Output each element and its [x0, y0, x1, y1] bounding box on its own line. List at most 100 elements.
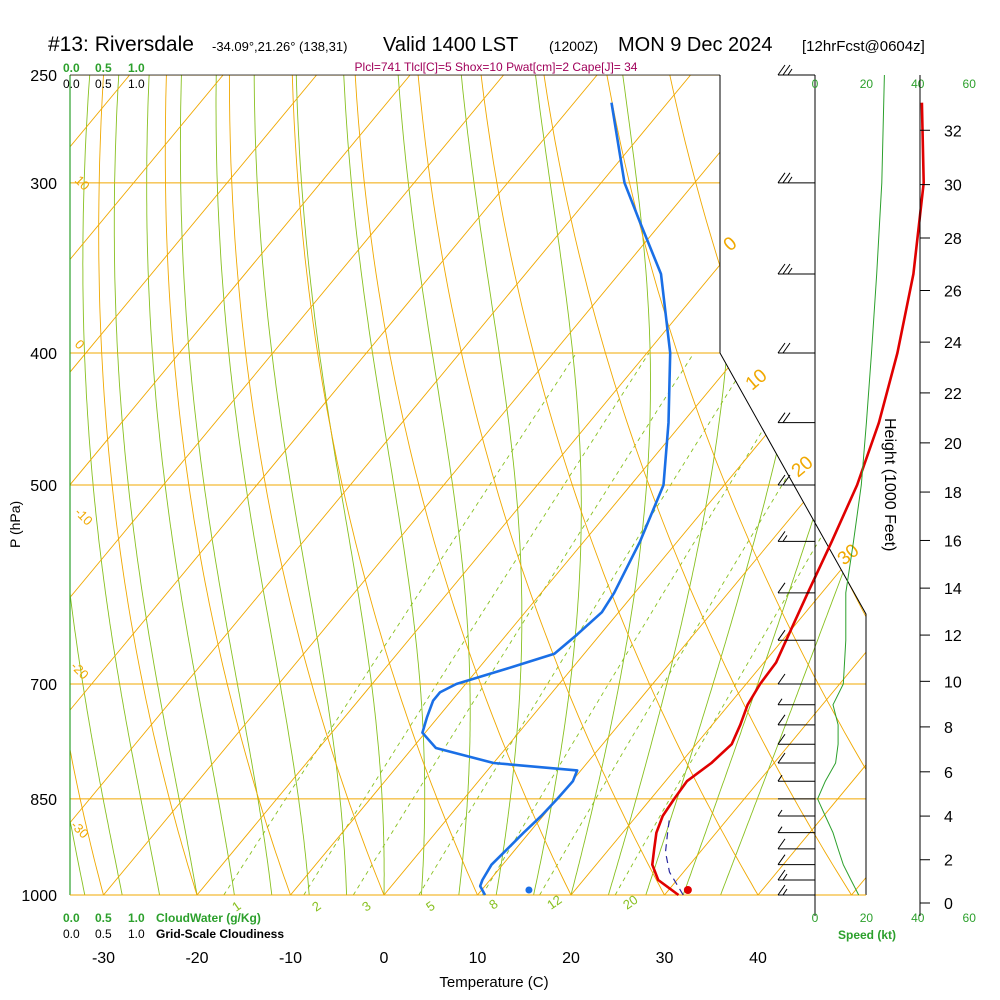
wind-barb — [777, 531, 815, 542]
wind-barb-feather — [777, 752, 786, 764]
pressure-tick-label: 250 — [30, 68, 57, 85]
wind-barb-feather — [777, 673, 786, 685]
height-tick-label: 4 — [944, 809, 953, 826]
dry-adiabat-label: 0 — [72, 337, 88, 353]
moist-adiabat-line — [179, 75, 273, 895]
wind-barb-feather — [777, 869, 786, 881]
wind-barb — [777, 673, 815, 685]
forecast-info: [12hrFcst@0604z] — [802, 38, 925, 55]
wind-barb-feather — [777, 531, 786, 542]
wind-barb — [777, 263, 815, 275]
moist-adiabat-label: 20 — [788, 452, 818, 482]
valid-time: Valid 1400 LST — [383, 34, 518, 56]
temperature-tick-label: 0 — [380, 950, 389, 967]
mixing-ratio-line — [352, 352, 695, 895]
wind-barb — [777, 838, 815, 850]
height-axis-label: Height (1000 Feet) — [881, 418, 898, 551]
moist-adiabat-line — [720, 75, 866, 895]
mixing-ratio-label: 20 — [620, 892, 640, 913]
temperature-tick-labels: -30 -20 -10 0 10 20 30 40 — [92, 950, 767, 967]
surface-temperature-marker — [683, 886, 692, 894]
wind-barb-feather — [777, 629, 786, 641]
wind-barb-feather — [777, 172, 786, 184]
isotherm-line — [664, 75, 866, 895]
dry-adiabat-line — [850, 75, 866, 895]
dry-adiabat-label: -10 — [72, 505, 96, 529]
cloudiness-label: Grid-Scale Cloudiness — [156, 927, 284, 941]
dry-adiabat-line — [415, 75, 681, 895]
wind-barb-feather — [782, 64, 791, 76]
moist-adiabats — [70, 75, 866, 895]
mixing-ratio-label: 5 — [423, 898, 438, 914]
height-tick-label: 28 — [944, 231, 962, 248]
speed-tick-top: 40 — [911, 77, 925, 91]
x-axis-label: Temperature (C) — [439, 974, 548, 991]
moist-adiabat-line — [82, 75, 161, 895]
moist-adiabat-line — [215, 75, 310, 895]
moist-adiabat-line — [146, 75, 235, 895]
moist-adiabat-line — [295, 75, 385, 895]
wind-barb-half-feather — [777, 774, 783, 782]
cloud-scales: 0.0 0.0 0.0 0.0 0.5 0.5 0.5 0.5 1.0 1.0 1.0 1.0 — [63, 61, 145, 941]
height-tick-label: 6 — [944, 765, 953, 782]
temperature-tick-label: 40 — [749, 950, 767, 967]
mixing-ratio-label: 12 — [544, 892, 564, 913]
wind-barb-feather — [777, 263, 786, 275]
cloud-water-scale-bottom: 0.5 — [95, 911, 112, 925]
wind-barb — [777, 714, 815, 726]
wind-barb-feather — [777, 64, 786, 76]
wind-barb — [777, 869, 815, 881]
wind-barb-feather — [777, 474, 786, 486]
wind-barb — [777, 809, 815, 817]
wind-barb — [777, 826, 815, 834]
isotherm-line — [570, 75, 866, 895]
moist-adiabat-line — [113, 75, 198, 895]
speed-axis-label: Speed (kt) — [838, 928, 896, 942]
wind-barb — [777, 64, 815, 76]
wind-barb-half-feather — [782, 873, 788, 881]
surface-markers — [525, 886, 692, 894]
isotherm-line — [70, 75, 317, 895]
wind-barb-half-feather — [787, 68, 793, 76]
mixing-ratio-line — [223, 352, 577, 895]
moist-adiabat-label: 30 — [834, 540, 864, 570]
wind-barb-feather — [777, 342, 786, 354]
temperature-tick-label: 10 — [469, 950, 487, 967]
valid-zulu: (1200Z) — [549, 38, 598, 54]
parcel-line — [664, 819, 684, 896]
pressure-tick-label: 850 — [30, 792, 57, 809]
y-axis-label: P (hPa) — [7, 501, 23, 548]
wind-barb-half-feather — [777, 826, 783, 833]
wind-barb-half-feather — [787, 176, 793, 184]
wind-barb-half-feather — [777, 698, 783, 706]
cloud-water-scale-top: 1.0 — [128, 61, 145, 75]
isotherm-line — [70, 75, 411, 895]
wind-barb — [777, 342, 815, 354]
wind-barb-half-feather — [782, 535, 788, 542]
cloudiness-scale-top: 0.0 — [63, 77, 80, 91]
station-title: #13: Riversdale — [48, 33, 194, 56]
moist-adiabat-line — [397, 75, 471, 895]
cloudiness-scale-bottom: 0.5 — [95, 927, 112, 941]
height-tick-label: 18 — [944, 485, 962, 502]
speed-tick-top: 20 — [860, 77, 874, 91]
speed-tick-bottom: 40 — [911, 911, 925, 925]
chart-title: #13: Riversdale -34.09°,21.26° (138,31) … — [48, 33, 925, 56]
mixing-ratio-label: 2 — [309, 898, 324, 914]
wind-barb-feather — [777, 582, 786, 594]
cloudiness-scale-top: 1.0 — [128, 77, 145, 91]
cloud-water-scale-top: 0.5 — [95, 61, 112, 75]
mixing-ratio-line — [303, 352, 650, 895]
speed-tick-top: 60 — [963, 77, 977, 91]
dry-adiabat-line — [353, 75, 586, 895]
mixing-ratio-label: 8 — [486, 896, 501, 912]
station-coords: -34.09°,21.26° (138,31) — [212, 39, 347, 54]
wind-barb-half-feather — [777, 809, 783, 817]
height-tick-label: 30 — [944, 178, 962, 195]
wind-barb-feather — [777, 854, 786, 865]
cloud-water-scale-bottom: 0.0 — [63, 911, 80, 925]
